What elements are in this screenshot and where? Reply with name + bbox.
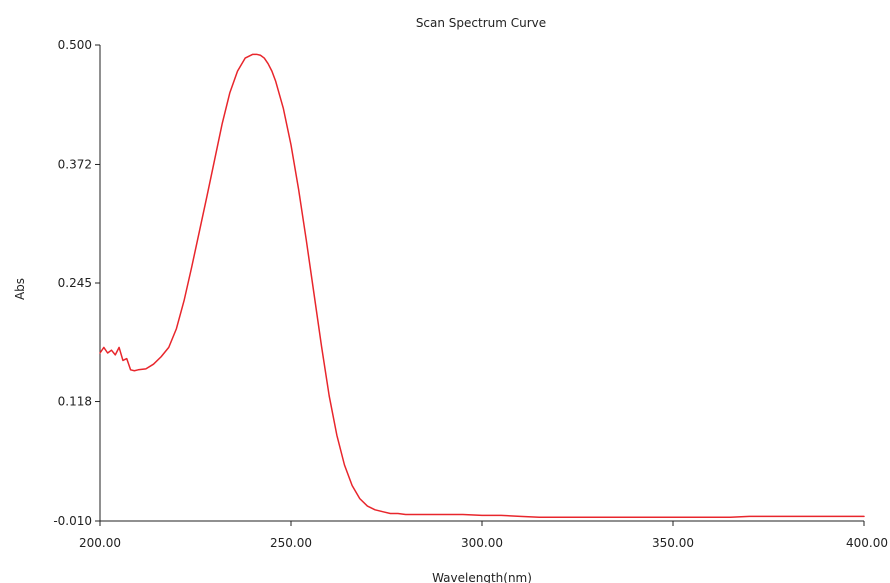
x-tick-label: 300.00 [461,536,503,550]
y-tick-label: 0.118 [58,395,92,409]
x-tick-label: 250.00 [270,536,312,550]
spectrum-line [99,53,865,519]
plot-area [99,53,865,519]
y-tick-label: -0.010 [53,514,92,528]
y-axis-ticks: 0.500 0.372 0.245 0.118 -0.010 [53,38,100,528]
x-tick-label: 200.00 [79,536,121,550]
x-tick-label: 400.00 [846,536,888,550]
x-axis-ticks: 200.00 250.00 300.00 350.00 400.00 [79,521,888,550]
y-tick-label: 0.500 [58,38,92,52]
x-tick-label: 350.00 [652,536,694,550]
chart-title: Scan Spectrum Curve [416,16,546,30]
y-axis-label: Abs [13,278,27,300]
y-tick-label: 0.372 [58,157,92,171]
y-tick-label: 0.245 [58,276,92,290]
x-axis-label: Wavelength(nm) [432,571,532,583]
